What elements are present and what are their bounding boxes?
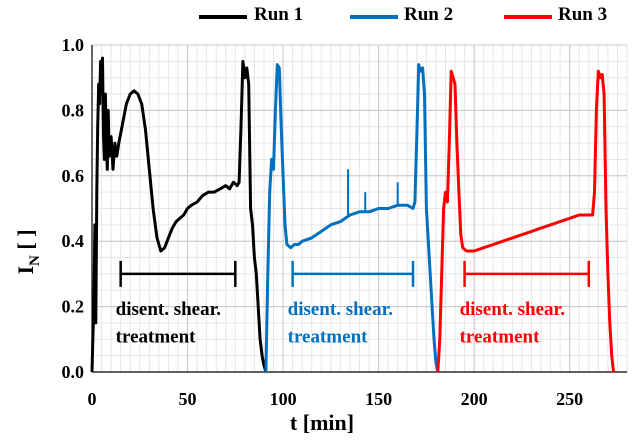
legend-label-run-3: Run 3 <box>558 4 608 25</box>
axis-layer: 0.0 0.2 0.4 0.6 0.8 1.0 0 50 100 150 200 250 <box>62 35 627 409</box>
y-axis-title-sub: N <box>27 255 43 266</box>
treatment-label-line2: treatment <box>460 327 541 348</box>
legend-swatch-run-3 <box>504 15 552 19</box>
treatment-label-line2: treatment <box>288 327 369 348</box>
x-tick-label: 0 <box>88 389 97 409</box>
y-tick-label: 0.0 <box>62 362 85 382</box>
series-line-run-3 <box>436 69 616 373</box>
grid-layer <box>91 44 628 373</box>
y-tick-label: 0.2 <box>62 297 85 317</box>
treatment-label-line2: treatment <box>116 327 197 348</box>
treatment-label-line1: disent. shear. <box>460 299 565 320</box>
x-tick-label: 100 <box>270 389 297 409</box>
annotation-layer: disent. shear. treatment disent. shear. tre… <box>116 260 591 348</box>
y-axis-title: IN [ ] <box>13 229 43 274</box>
y-axis-title-unit: [ ] <box>13 229 38 255</box>
x-tick-label: 50 <box>179 389 197 409</box>
x-axis-title: t [min] <box>290 410 354 435</box>
treatment-label-line1: disent. shear. <box>288 299 393 320</box>
y-tick-label: 0.6 <box>62 166 85 186</box>
legend-label-run-1: Run 1 <box>254 4 304 25</box>
legend-swatch-run-2 <box>350 15 398 19</box>
treatment-label-line1: disent. shear. <box>116 299 221 320</box>
legend-swatch-run-1 <box>199 15 247 19</box>
x-tick-label: 200 <box>461 389 488 409</box>
legend-label-run-2: Run 2 <box>404 4 454 25</box>
x-tick-label: 250 <box>556 389 583 409</box>
y-tick-label: 0.4 <box>62 231 85 251</box>
y-tick-label: 0.8 <box>62 100 85 120</box>
series-layer <box>90 56 616 373</box>
series-line-run-1 <box>90 56 268 373</box>
series-line-run-2 <box>264 63 440 373</box>
y-tick-label: 1.0 <box>62 35 85 55</box>
x-tick-label: 150 <box>365 389 392 409</box>
y-axis-title-main: I <box>13 266 38 275</box>
